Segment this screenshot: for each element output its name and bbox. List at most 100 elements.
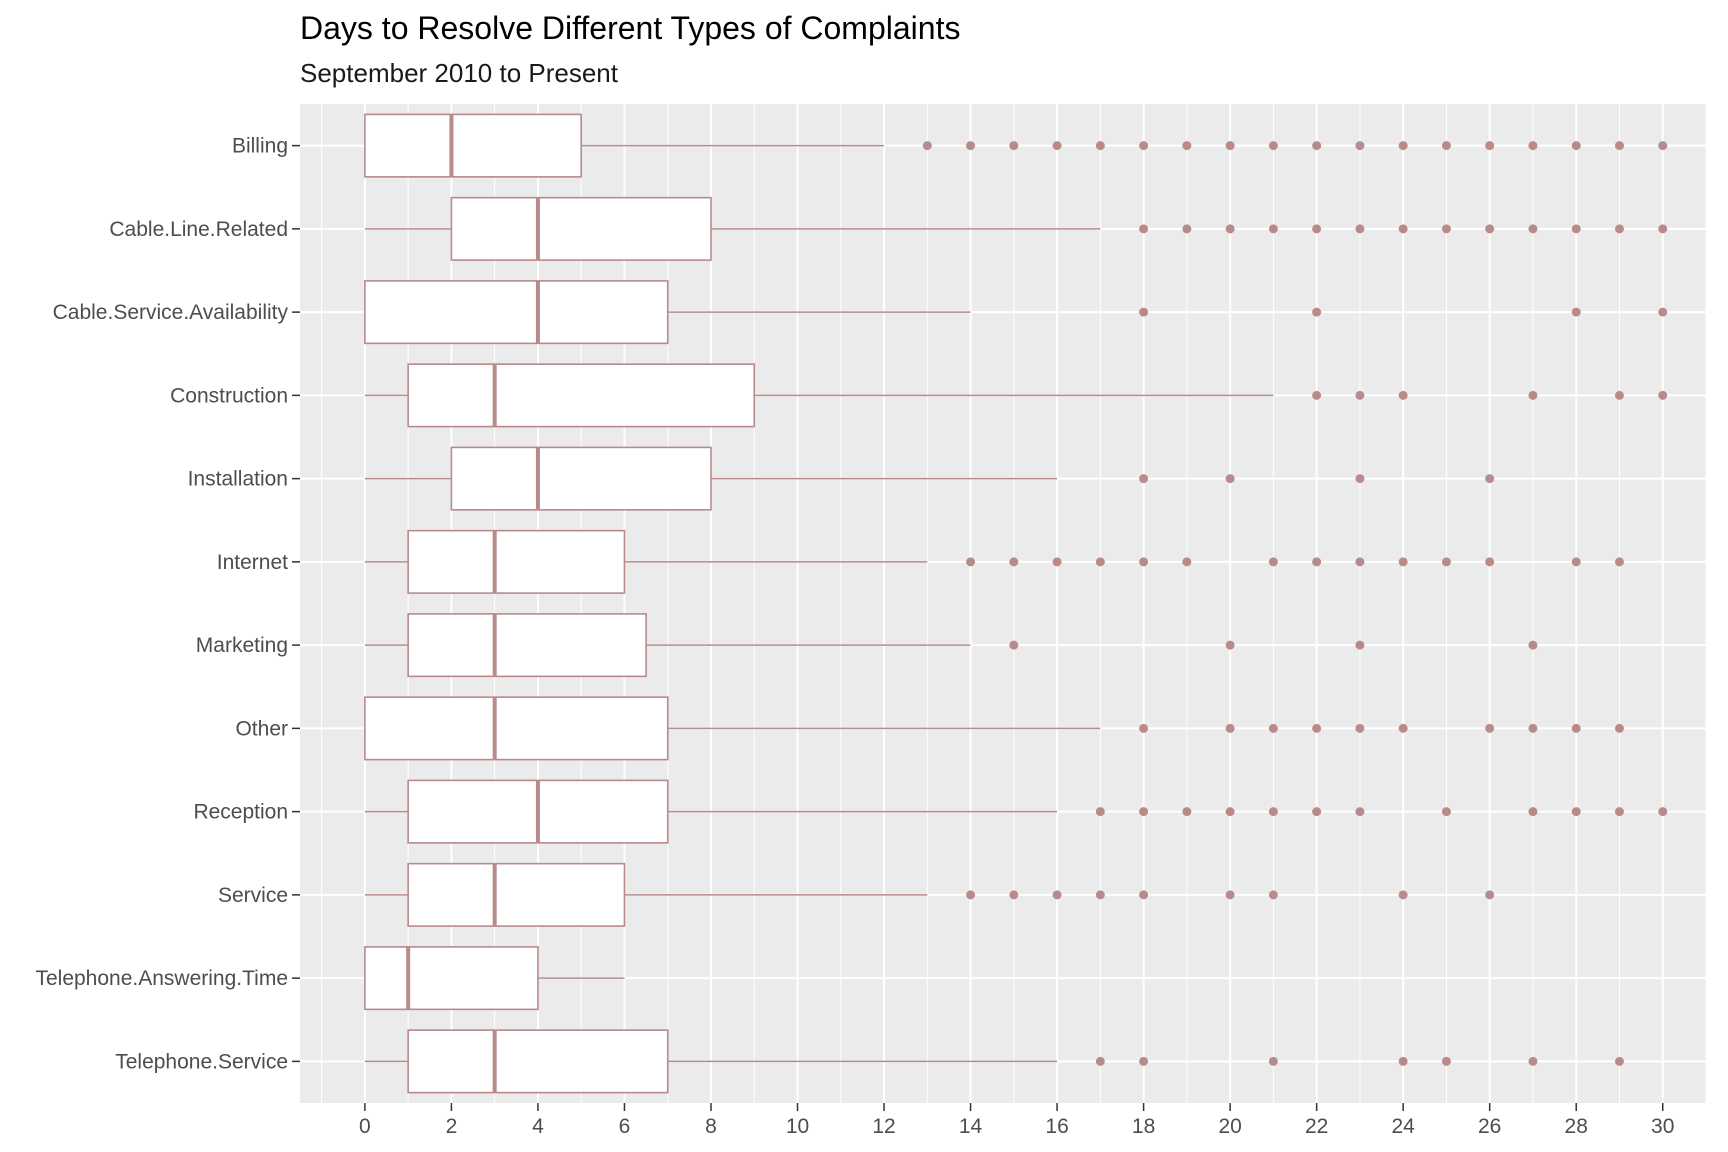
box-iqr [364,696,669,761]
outlier-point [1485,141,1495,151]
x-tick-label: 14 [959,1115,983,1138]
x-tick-label: 12 [872,1115,895,1138]
y-tick-label: Marketing [196,634,288,657]
outlier-point [1139,1056,1149,1066]
y-tick-label: Construction [170,384,288,407]
outlier-point [1009,890,1019,900]
outlier-point [1528,141,1538,151]
x-tick-label: 4 [532,1115,544,1138]
panel-background [300,104,1706,1103]
y-tick-label: Cable.Line.Related [109,218,288,241]
outlier-point [1658,224,1668,234]
outlier-point [1355,474,1365,484]
box-telephone-answering-time [364,946,625,1011]
outlier-point [1225,807,1235,817]
box-iqr [407,529,626,594]
outlier-point [1139,723,1149,733]
x-tick-label: 24 [1391,1115,1415,1138]
outlier-point [966,557,976,567]
outlier-point [1614,557,1624,567]
outlier-point [1312,390,1322,400]
box-telephone-service [364,1029,1624,1094]
outlier-point [1225,141,1235,151]
outlier-point [1225,640,1235,650]
box-other [364,696,1624,761]
outlier-point [1398,890,1408,900]
outlier-point [1095,141,1105,151]
outlier-point [1485,224,1495,234]
outlier-point [1182,224,1192,234]
chart-title: Days to Resolve Different Types of Compl… [300,10,961,46]
box-internet [364,529,1624,594]
outlier-point [1139,474,1149,484]
x-tick-label: 0 [359,1115,371,1138]
outlier-point [1139,141,1149,151]
box-iqr [450,196,712,261]
box-iqr [407,1029,669,1094]
outlier-point [1355,557,1365,567]
box-installation [364,446,1495,511]
outlier-point [1355,224,1365,234]
outlier-point [1485,557,1495,567]
box-iqr [450,446,712,511]
outlier-point [1268,141,1278,151]
box-cable-line-related [364,196,1668,261]
outlier-point [1571,723,1581,733]
outlier-point [1312,557,1322,567]
outlier-point [1268,723,1278,733]
box-iqr [364,113,582,178]
outlier-point [1139,807,1149,817]
outlier-point [1139,890,1149,900]
outlier-point [1095,557,1105,567]
outlier-point [1268,1056,1278,1066]
outlier-point [1571,807,1581,817]
outlier-point [922,141,932,151]
x-tick-label: 30 [1651,1115,1674,1138]
box-iqr [364,280,669,345]
outlier-point [1009,640,1019,650]
outlier-point [966,890,976,900]
x-tick-label: 18 [1132,1115,1155,1138]
outlier-point [1225,723,1235,733]
outlier-point [1268,807,1278,817]
plot-panel [300,104,1706,1103]
outlier-point [1485,723,1495,733]
outlier-point [1225,224,1235,234]
outlier-point [1441,141,1451,151]
outlier-point [1614,807,1624,817]
y-tick-label: Telephone.Service [115,1050,288,1073]
outlier-point [1398,1056,1408,1066]
outlier-point [1139,557,1149,567]
outlier-point [1571,141,1581,151]
outlier-point [1658,307,1668,317]
outlier-point [1398,390,1408,400]
outlier-point [1095,807,1105,817]
y-tick-label: Installation [188,468,288,491]
outlier-point [1571,557,1581,567]
outlier-point [1268,890,1278,900]
outlier-point [1312,807,1322,817]
outlier-point [1312,224,1322,234]
outlier-point [1312,723,1322,733]
y-tick-label: Service [218,884,288,907]
box-service [364,862,1495,927]
outlier-point [1528,1056,1538,1066]
x-tick-label: 28 [1565,1115,1588,1138]
outlier-point [1571,224,1581,234]
outlier-point [1182,141,1192,151]
outlier-point [1528,224,1538,234]
outlier-point [1009,141,1019,151]
outlier-point [1441,557,1451,567]
chart-subtitle: September 2010 to Present [300,58,618,88]
box-iqr [407,862,626,927]
y-tick-label: Internet [217,551,288,574]
outlier-point [1441,1056,1451,1066]
outlier-point [1052,557,1062,567]
outlier-point [1095,890,1105,900]
box-billing [364,113,1668,178]
y-tick-label: Other [235,717,288,740]
outlier-point [1182,807,1192,817]
outlier-point [1139,224,1149,234]
outlier-point [1312,141,1322,151]
